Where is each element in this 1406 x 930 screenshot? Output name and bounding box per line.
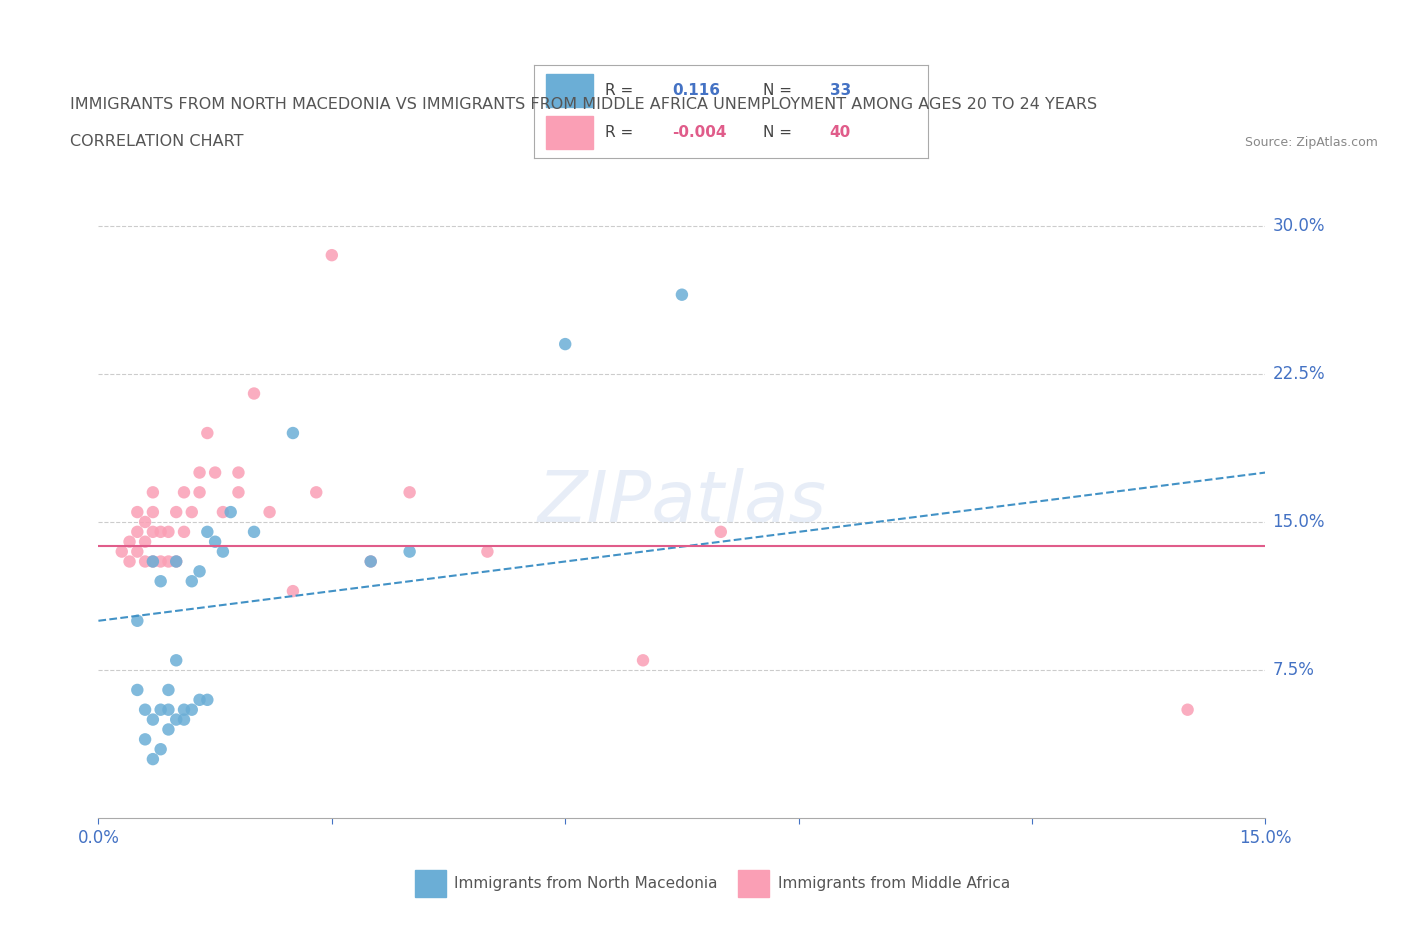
Text: ZIPatlas: ZIPatlas (537, 468, 827, 537)
Text: 40: 40 (830, 125, 851, 140)
Point (142, 505, 165, 520)
Point (142, 554, 165, 569)
Point (173, 702, 195, 717)
Point (281, 426, 304, 441)
Point (243, 525, 266, 539)
Text: CORRELATION CHART: CORRELATION CHART (70, 134, 243, 149)
Point (671, 287, 693, 302)
Text: R =: R = (605, 125, 638, 140)
Point (281, 584, 304, 599)
Point (157, 683, 180, 698)
Point (127, 683, 149, 698)
Point (134, 702, 156, 717)
Point (180, 574, 202, 589)
Point (195, 692, 218, 708)
Point (173, 712, 195, 727)
Point (142, 554, 165, 569)
Point (195, 426, 218, 441)
Point (554, 337, 576, 352)
Point (157, 525, 180, 539)
Bar (546, 116, 593, 149)
Point (180, 505, 202, 520)
Point (219, 505, 242, 520)
Point (111, 544, 134, 559)
Text: 33: 33 (830, 83, 851, 99)
Point (149, 554, 172, 569)
Point (173, 525, 195, 539)
Point (165, 653, 187, 668)
Point (259, 505, 281, 520)
Point (127, 544, 149, 559)
Point (188, 465, 211, 480)
Point (180, 702, 202, 717)
Point (127, 614, 149, 629)
Point (165, 554, 187, 569)
Point (142, 712, 165, 727)
Point (157, 702, 180, 717)
Point (305, 485, 328, 499)
Text: N =: N = (762, 83, 796, 99)
Text: IMMIGRANTS FROM NORTH MACEDONIA VS IMMIGRANTS FROM MIDDLE AFRICA UNEMPLOYMENT AM: IMMIGRANTS FROM NORTH MACEDONIA VS IMMIG… (70, 97, 1098, 112)
Point (157, 554, 180, 569)
Text: Source: ZipAtlas.com: Source: ZipAtlas.com (1244, 136, 1378, 149)
Point (149, 742, 172, 757)
Point (228, 465, 250, 480)
Point (188, 485, 211, 499)
Point (134, 732, 156, 747)
Point (631, 653, 654, 668)
Point (398, 544, 420, 559)
Point (118, 554, 141, 569)
Point (228, 485, 250, 499)
Point (127, 525, 149, 539)
Point (243, 386, 266, 401)
Bar (546, 74, 593, 107)
Point (188, 564, 211, 578)
Point (173, 485, 195, 499)
Point (212, 544, 235, 559)
Point (1177, 702, 1199, 717)
Point (149, 702, 172, 717)
Point (118, 534, 141, 549)
Text: 15.0%: 15.0% (1272, 513, 1324, 531)
Bar (415, 870, 446, 897)
Text: 22.5%: 22.5% (1272, 365, 1324, 383)
Text: 0.116: 0.116 (672, 83, 720, 99)
Point (165, 554, 187, 569)
Point (165, 712, 187, 727)
Point (134, 554, 156, 569)
Point (710, 525, 733, 539)
Point (477, 544, 499, 559)
Text: R =: R = (605, 83, 638, 99)
Text: Immigrants from Middle Africa: Immigrants from Middle Africa (778, 876, 1010, 891)
Point (149, 574, 172, 589)
Point (165, 505, 187, 520)
Point (212, 505, 235, 520)
Point (360, 554, 382, 569)
Point (134, 534, 156, 549)
Bar (738, 870, 769, 897)
Point (321, 247, 343, 262)
Point (142, 485, 165, 499)
Point (204, 534, 226, 549)
Point (188, 692, 211, 708)
Point (204, 465, 226, 480)
Point (195, 525, 218, 539)
Point (398, 485, 420, 499)
Text: 7.5%: 7.5% (1272, 661, 1315, 679)
Text: 30.0%: 30.0% (1272, 217, 1324, 234)
Point (360, 554, 382, 569)
Point (142, 525, 165, 539)
Point (127, 505, 149, 520)
Text: -0.004: -0.004 (672, 125, 727, 140)
Point (134, 514, 156, 529)
Point (149, 525, 172, 539)
Text: N =: N = (762, 125, 796, 140)
Text: Immigrants from North Macedonia: Immigrants from North Macedonia (454, 876, 717, 891)
Point (142, 751, 165, 766)
Point (157, 722, 180, 737)
